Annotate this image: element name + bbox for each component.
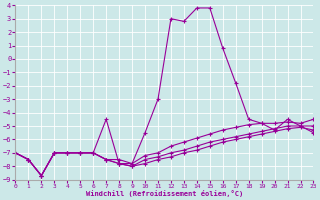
- X-axis label: Windchill (Refroidissement éolien,°C): Windchill (Refroidissement éolien,°C): [86, 190, 243, 197]
